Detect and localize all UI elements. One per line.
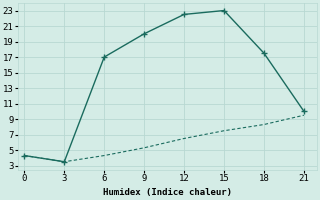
X-axis label: Humidex (Indice chaleur): Humidex (Indice chaleur) (103, 188, 232, 197)
